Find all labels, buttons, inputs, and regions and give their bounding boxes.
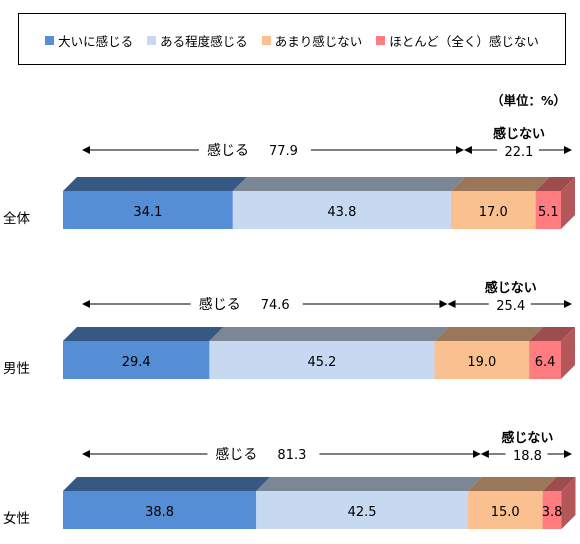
- bar-segment-top: [434, 327, 544, 341]
- notfeel-value: 25.4: [496, 299, 525, 314]
- bar-segment: [63, 177, 247, 229]
- bar-segment-front: [63, 341, 210, 379]
- bar-segment-front: [232, 191, 451, 229]
- legend-label: あまり感じない: [274, 34, 363, 49]
- legend-label: ある程度感じる: [160, 34, 248, 49]
- legend-label: 大いに感じる: [58, 34, 134, 49]
- bar-segment-front: [467, 491, 543, 529]
- legend-swatch: [45, 36, 55, 45]
- feel-value: 77.9: [269, 144, 298, 159]
- bar-segment-top: [63, 327, 224, 341]
- bar-segment-top: [209, 327, 449, 341]
- legend-swatch: [376, 36, 386, 45]
- bar-segment-front: [63, 491, 257, 529]
- bar-segment: [467, 477, 557, 529]
- data-label: 6.4: [535, 355, 556, 370]
- feel-label-bg: [198, 140, 311, 160]
- legend-item: 大いに感じる: [45, 31, 133, 50]
- bar-segment: [542, 477, 576, 529]
- legend-label: ほとんど（全く）感じない: [389, 34, 539, 49]
- bar-segment-top: [256, 477, 482, 491]
- bar-segment-front: [450, 191, 536, 229]
- notfeel-label: 感じない: [501, 430, 553, 446]
- bar-segment-top: [542, 477, 576, 491]
- data-label: 17.0: [479, 205, 508, 220]
- notfeel-value-bg: [488, 298, 531, 314]
- bar-segment: [63, 327, 224, 379]
- feel-label: 感じる: [199, 296, 241, 313]
- notfeel-value: 18.8: [513, 449, 542, 464]
- bar-segment: [434, 327, 544, 379]
- bar-segment-top: [450, 177, 550, 191]
- notfeel-label: 感じない: [485, 280, 537, 296]
- bar-segment: [63, 477, 271, 529]
- data-label: 3.8: [542, 505, 563, 520]
- bar-segment: [535, 177, 575, 229]
- feel-label: 感じる: [215, 446, 257, 463]
- bar-segment-top: [529, 327, 575, 341]
- notfeel-label: 感じない: [493, 126, 545, 142]
- feel-label-bg: [190, 294, 303, 314]
- data-label: 43.8: [327, 205, 356, 220]
- bar-segment: [529, 327, 575, 379]
- bar-segment-front: [209, 341, 435, 379]
- data-label: 34.1: [133, 205, 162, 220]
- bar-segment-front: [256, 491, 468, 529]
- feel-label-bg: [207, 444, 320, 464]
- feel-label: 感じる: [207, 142, 249, 159]
- bar-segment-front: [529, 341, 561, 379]
- bar-segment-side: [561, 177, 575, 229]
- legend-item: ある程度感じる: [147, 31, 248, 50]
- bar-segment: [209, 327, 449, 379]
- bar-segment-front: [434, 341, 530, 379]
- data-label: 29.4: [122, 355, 151, 370]
- data-label: 45.2: [307, 355, 336, 370]
- unit-label: （単位：%）: [490, 93, 566, 108]
- bar-segment: [232, 177, 465, 229]
- bar-segment-top: [232, 177, 465, 191]
- legend-swatch: [147, 36, 157, 45]
- data-label: 38.8: [145, 505, 174, 520]
- bar-segment-front: [63, 191, 233, 229]
- notfeel-value-bg: [505, 448, 548, 464]
- category-label: 全体: [3, 210, 30, 227]
- bar-segment-front: [542, 491, 562, 529]
- bar-segment: [256, 477, 482, 529]
- notfeel-value: 22.1: [504, 145, 533, 160]
- category-label: 男性: [3, 361, 30, 377]
- category-label: 女性: [3, 510, 30, 527]
- bar-segment-side: [561, 327, 575, 379]
- bar-segment-top: [63, 177, 247, 191]
- data-label: 42.5: [348, 505, 377, 520]
- data-label: 19.0: [467, 355, 496, 370]
- legend-items: 大いに感じる ある程度感じる あまり感じない ほとんど（全く）感じない: [19, 31, 565, 50]
- data-label: 5.1: [538, 205, 559, 220]
- legend: 大いに感じる ある程度感じる あまり感じない ほとんど（全く）感じない: [18, 13, 566, 65]
- notfeel-value-bg: [496, 144, 539, 160]
- bar-segment: [450, 177, 550, 229]
- feel-value: 74.6: [261, 298, 290, 313]
- legend-item: ほとんど（全く）感じない: [376, 31, 539, 50]
- bar-segment-top: [535, 177, 575, 191]
- bar-segment-top: [63, 477, 271, 491]
- data-label: 15.0: [491, 505, 520, 520]
- bar-segment-top: [467, 477, 557, 491]
- bar-segment-side: [561, 477, 576, 529]
- legend-swatch: [261, 36, 271, 45]
- bar-segment-front: [535, 191, 561, 229]
- legend-item: あまり感じない: [261, 31, 363, 50]
- feel-value: 81.3: [277, 448, 306, 463]
